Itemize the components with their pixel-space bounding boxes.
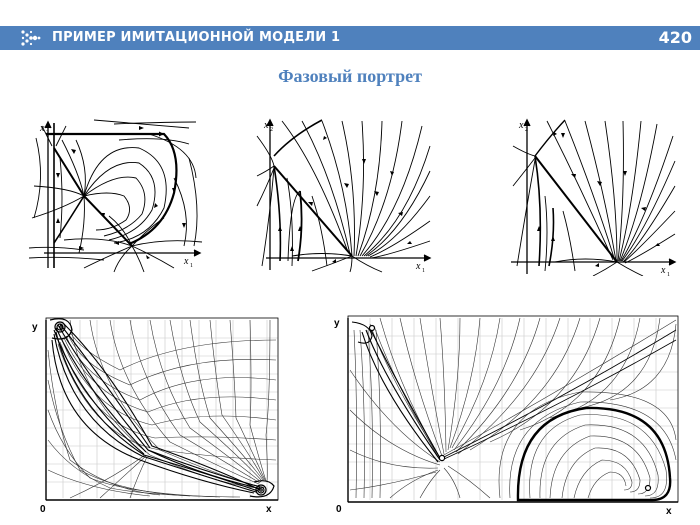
- page-number: 420: [658, 28, 692, 47]
- slide-subtitle: Фазовый портрет: [278, 66, 422, 86]
- x-axis-subscript: 1: [667, 272, 670, 276]
- y-axis-label: y: [334, 318, 340, 329]
- x-axis-subscript: 1: [422, 268, 425, 273]
- y-axis-label: x: [263, 120, 269, 131]
- y-axis-subscript: 2: [46, 130, 49, 136]
- phase-portrait-top-right: x 2 x 1: [511, 118, 677, 276]
- y-axis-label: y: [32, 322, 38, 333]
- y-axis-subscript: 2: [270, 127, 273, 133]
- y-axis-subscript: 2: [525, 127, 528, 133]
- x-axis-label: x: [415, 261, 421, 272]
- arrow-dots-icon: [21, 30, 41, 46]
- origin-label: 0: [336, 504, 342, 515]
- phase-portrait-top-middle: x 2 x 1: [256, 118, 432, 273]
- y-axis-label: x: [518, 120, 524, 131]
- x-axis-label: x: [666, 506, 672, 515]
- header-title: ПРИМЕР ИМИТАЦИОННОЙ МОДЕЛИ 1: [52, 30, 341, 45]
- y-axis-label: x: [39, 123, 45, 134]
- x-axis-label: x: [266, 504, 272, 515]
- phase-portrait-bottom-right: y 0 x: [334, 315, 679, 515]
- x-axis-subscript: 1: [190, 263, 193, 269]
- header-bar: ПРИМЕР ИМИТАЦИОННОЙ МОДЕЛИ 1 420: [0, 26, 700, 50]
- phase-portrait-top-left: x 2 x 1: [28, 119, 203, 273]
- x-axis-label: x: [660, 265, 666, 276]
- x-axis-label: x: [183, 256, 189, 267]
- phase-portrait-bottom-left: y 0 x: [32, 317, 279, 515]
- origin-label: 0: [40, 504, 46, 515]
